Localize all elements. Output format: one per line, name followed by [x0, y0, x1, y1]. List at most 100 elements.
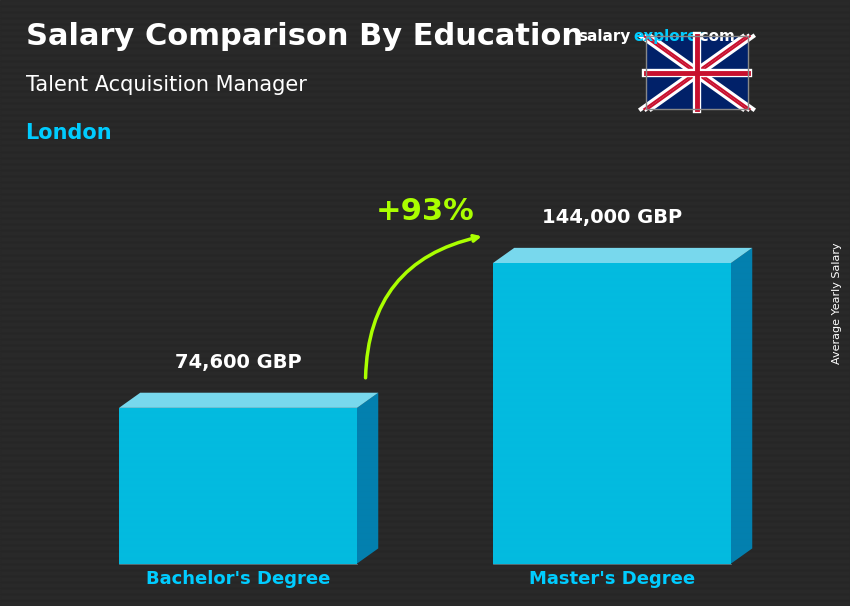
Bar	[0, 285, 850, 291]
Bar	[0, 158, 850, 164]
Bar	[0, 358, 850, 364]
Text: Average Yearly Salary: Average Yearly Salary	[831, 242, 842, 364]
Bar	[0, 454, 850, 461]
Bar	[0, 527, 850, 533]
Bar	[0, 145, 850, 152]
Bar	[0, 418, 850, 424]
Bar	[0, 533, 850, 539]
Text: salary: salary	[578, 29, 631, 44]
Polygon shape	[119, 393, 378, 408]
Bar	[0, 485, 850, 491]
Bar	[0, 127, 850, 133]
Bar	[0, 200, 850, 206]
Bar	[0, 236, 850, 242]
Bar	[0, 170, 850, 176]
Bar	[0, 12, 850, 18]
Bar	[0, 394, 850, 400]
Bar	[0, 424, 850, 430]
Bar	[0, 194, 850, 200]
Bar	[0, 467, 850, 473]
Bar	[0, 115, 850, 121]
Bar	[0, 109, 850, 115]
Bar	[0, 594, 850, 600]
Bar	[0, 436, 850, 442]
Bar	[0, 582, 850, 588]
Bar	[0, 182, 850, 188]
Bar	[0, 273, 850, 279]
Bar	[0, 152, 850, 158]
Bar	[0, 55, 850, 61]
Text: Salary Comparison By Education: Salary Comparison By Education	[26, 22, 582, 51]
Bar	[0, 497, 850, 503]
Bar	[0, 303, 850, 309]
Bar	[0, 61, 850, 67]
Bar	[0, 576, 850, 582]
Bar	[0, 558, 850, 564]
Bar	[0, 509, 850, 515]
Text: Master's Degree: Master's Degree	[529, 570, 695, 588]
Bar	[0, 442, 850, 448]
Bar	[0, 382, 850, 388]
Bar	[0, 176, 850, 182]
Polygon shape	[731, 248, 752, 564]
Bar	[646, 36, 748, 109]
Bar	[0, 6, 850, 12]
Bar	[0, 133, 850, 139]
Polygon shape	[119, 408, 357, 564]
Bar	[0, 351, 850, 358]
Bar	[0, 85, 850, 91]
Bar	[0, 333, 850, 339]
Polygon shape	[493, 263, 731, 564]
Bar	[0, 364, 850, 370]
Bar	[0, 164, 850, 170]
Bar	[0, 400, 850, 406]
Bar	[0, 48, 850, 55]
Polygon shape	[493, 248, 752, 263]
Bar	[0, 0, 850, 6]
Bar	[0, 212, 850, 218]
Bar	[0, 588, 850, 594]
Bar	[646, 36, 748, 109]
Polygon shape	[357, 393, 378, 564]
Text: Talent Acquisition Manager: Talent Acquisition Manager	[26, 75, 306, 95]
Bar	[0, 206, 850, 212]
Bar	[0, 491, 850, 497]
Text: explorer: explorer	[633, 29, 706, 44]
Bar	[0, 18, 850, 24]
Bar	[0, 539, 850, 545]
Bar	[0, 345, 850, 351]
Bar	[0, 327, 850, 333]
Bar	[0, 339, 850, 345]
Bar	[0, 248, 850, 255]
Bar	[0, 188, 850, 194]
Bar	[0, 67, 850, 73]
Bar	[0, 218, 850, 224]
Bar	[0, 261, 850, 267]
Bar	[0, 79, 850, 85]
Text: .com: .com	[694, 29, 735, 44]
Bar	[0, 291, 850, 297]
Bar	[0, 430, 850, 436]
Bar	[0, 515, 850, 521]
Bar	[0, 521, 850, 527]
Bar	[0, 321, 850, 327]
Bar	[0, 73, 850, 79]
Text: Bachelor's Degree: Bachelor's Degree	[146, 570, 330, 588]
Text: +93%: +93%	[376, 197, 474, 226]
Bar	[0, 36, 850, 42]
Bar	[0, 242, 850, 248]
Bar	[0, 30, 850, 36]
Bar	[0, 97, 850, 103]
Bar	[0, 315, 850, 321]
Bar	[0, 551, 850, 558]
Bar	[0, 570, 850, 576]
Bar	[0, 42, 850, 48]
Bar	[0, 370, 850, 376]
Bar	[0, 267, 850, 273]
Bar	[0, 448, 850, 454]
Bar	[0, 24, 850, 30]
Bar	[0, 479, 850, 485]
Bar	[0, 103, 850, 109]
Text: 74,600 GBP: 74,600 GBP	[175, 353, 301, 371]
Bar	[0, 297, 850, 303]
